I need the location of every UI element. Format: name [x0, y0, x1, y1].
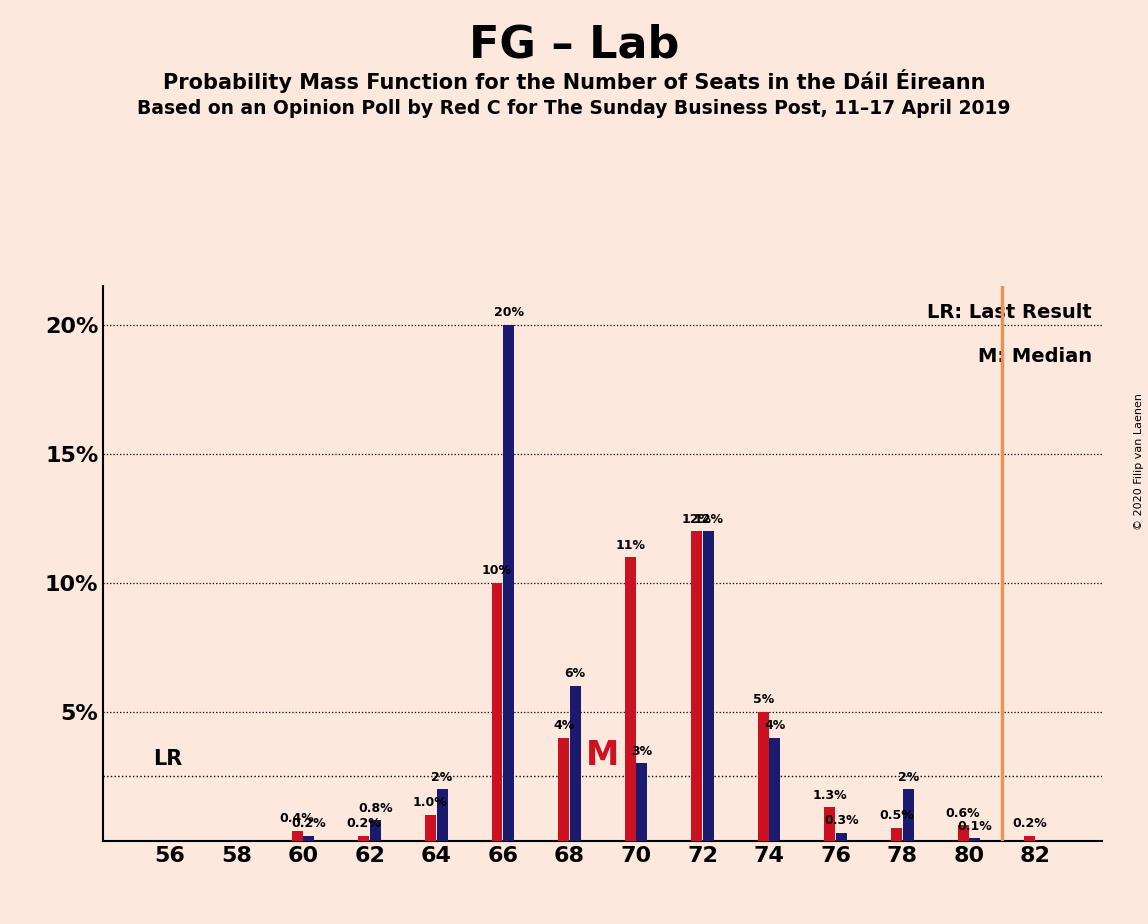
Text: 0.5%: 0.5% — [879, 809, 914, 822]
Bar — [303, 835, 315, 841]
Text: M: Median: M: Median — [978, 347, 1092, 367]
Text: 12%: 12% — [682, 513, 712, 526]
Bar — [769, 737, 781, 841]
Text: LR: LR — [154, 748, 183, 769]
Bar — [891, 828, 902, 841]
Bar — [292, 831, 303, 841]
Text: 11%: 11% — [615, 539, 645, 552]
Text: 5%: 5% — [753, 693, 774, 706]
Bar — [969, 838, 980, 841]
Bar — [569, 687, 581, 841]
Bar — [758, 711, 769, 841]
Bar — [902, 789, 914, 841]
Text: Probability Mass Function for the Number of Seats in the Dáil Éireann: Probability Mass Function for the Number… — [163, 69, 985, 93]
Bar — [836, 833, 847, 841]
Bar — [436, 789, 448, 841]
Bar — [503, 325, 514, 841]
Text: 1.3%: 1.3% — [813, 789, 847, 802]
Text: 4%: 4% — [765, 719, 785, 732]
Text: 1.0%: 1.0% — [413, 796, 448, 809]
Bar — [636, 763, 647, 841]
Bar — [1024, 835, 1035, 841]
Text: 0.2%: 0.2% — [292, 817, 326, 830]
Bar — [824, 808, 836, 841]
Bar — [370, 821, 381, 841]
Text: M: M — [585, 739, 619, 772]
Bar — [703, 531, 714, 841]
Bar — [358, 835, 370, 841]
Text: 20%: 20% — [494, 307, 523, 320]
Text: 0.3%: 0.3% — [824, 814, 859, 827]
Bar — [957, 825, 969, 841]
Text: 0.4%: 0.4% — [280, 812, 315, 825]
Text: 0.1%: 0.1% — [957, 820, 992, 833]
Text: 0.2%: 0.2% — [347, 817, 381, 830]
Text: 12%: 12% — [693, 513, 723, 526]
Text: FG – Lab: FG – Lab — [468, 23, 680, 67]
Text: 6%: 6% — [565, 667, 585, 680]
Bar — [558, 737, 569, 841]
Text: 2%: 2% — [898, 771, 918, 784]
Text: LR: Last Result: LR: Last Result — [928, 303, 1092, 322]
Text: 2%: 2% — [432, 771, 452, 784]
Text: 0.8%: 0.8% — [358, 801, 393, 815]
Text: 3%: 3% — [631, 745, 652, 758]
Bar — [491, 583, 503, 841]
Bar — [425, 815, 436, 841]
Bar — [691, 531, 703, 841]
Bar — [625, 557, 636, 841]
Text: 4%: 4% — [553, 719, 574, 732]
Text: Based on an Opinion Poll by Red C for The Sunday Business Post, 11–17 April 2019: Based on an Opinion Poll by Red C for Th… — [138, 99, 1010, 118]
Text: 10%: 10% — [482, 565, 512, 578]
Text: 0.2%: 0.2% — [1013, 817, 1047, 830]
Text: 0.6%: 0.6% — [946, 807, 980, 820]
Text: © 2020 Filip van Laenen: © 2020 Filip van Laenen — [1134, 394, 1143, 530]
